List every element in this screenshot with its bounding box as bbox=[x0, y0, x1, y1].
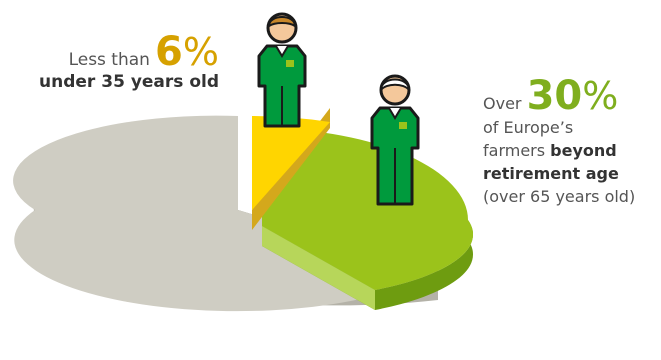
old-percent-unit: % bbox=[582, 74, 619, 118]
old-line3-bold: retirement age bbox=[483, 164, 619, 183]
young-percent-number: 6 bbox=[155, 29, 183, 75]
old-farmers-label: Over 30% of Europe’s farmers beyond reti… bbox=[483, 76, 635, 208]
old-line2-plain: farmers bbox=[483, 141, 546, 160]
old-line1: of Europe’s bbox=[483, 118, 574, 137]
young-farmer-icon bbox=[257, 12, 307, 128]
old-prefix: Over bbox=[483, 94, 522, 113]
pie-slice-old-front bbox=[262, 226, 375, 310]
young-prefix: Less than bbox=[68, 50, 150, 70]
old-line2-bold: beyond bbox=[550, 141, 617, 160]
old-farmer-icon bbox=[370, 74, 420, 206]
young-description: under 35 years old bbox=[39, 72, 219, 92]
old-line4: (over 65 years old) bbox=[483, 187, 636, 206]
young-farmers-label: Less than 6% under 35 years old bbox=[39, 32, 219, 91]
pie-slice-old bbox=[262, 128, 474, 290]
pie-slice-old-side bbox=[262, 220, 474, 310]
young-percent-unit: % bbox=[182, 30, 219, 74]
pie-slice-young bbox=[252, 116, 330, 210]
old-percent-number: 30 bbox=[526, 73, 583, 119]
